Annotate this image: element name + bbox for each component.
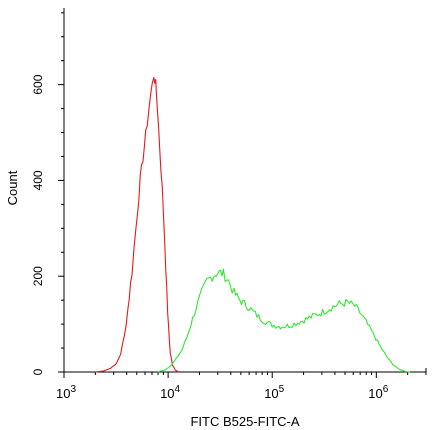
y-tick-label: 200 [31, 266, 45, 286]
y-tick-label: 600 [31, 74, 45, 94]
x-axis-label: FITC B525-FITC-A [190, 414, 299, 429]
plot-frame [63, 8, 427, 373]
series-line-green [157, 268, 410, 373]
x-tick-label: 104 [160, 384, 180, 401]
series-line-red [95, 76, 179, 373]
series-layer [95, 76, 410, 373]
x-tick-label: 106 [368, 384, 388, 401]
x-axis-ticks: 103 104 105 106 [56, 372, 427, 401]
y-tick-label: 400 [31, 170, 45, 190]
y-axis-ticks: 0 200 400 600 [31, 12, 64, 375]
y-axis-label: Count [5, 170, 20, 205]
x-tick-label: 105 [264, 384, 284, 401]
y-tick-label: 0 [31, 368, 45, 375]
x-tick-label: 103 [56, 384, 76, 401]
